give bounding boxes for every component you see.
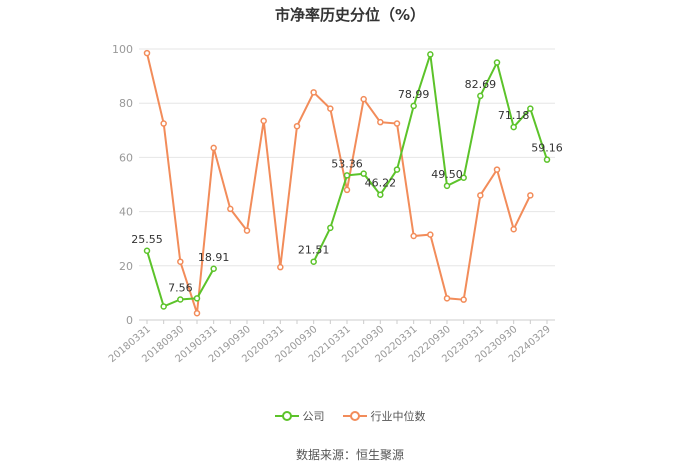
data-point-company bbox=[210, 265, 217, 273]
data-point-company bbox=[477, 92, 484, 100]
data-point-company bbox=[460, 174, 467, 181]
data-point-industry bbox=[443, 295, 451, 302]
data-point-industry bbox=[460, 296, 467, 303]
data-point-industry bbox=[277, 263, 284, 271]
data-point-company bbox=[193, 295, 201, 302]
y-tick-label: 80 bbox=[119, 97, 133, 110]
data-point-company bbox=[343, 172, 351, 179]
data-point-company bbox=[177, 296, 184, 303]
data-point-company bbox=[527, 105, 534, 112]
legend-item-company[interactable]: 公司 bbox=[274, 408, 325, 424]
legend-item-industry[interactable]: 行业中位数 bbox=[342, 408, 426, 424]
data-point-industry bbox=[527, 192, 534, 199]
data-label: 71.18 bbox=[498, 109, 530, 122]
data-label: 59.16 bbox=[531, 142, 563, 155]
data-label: 78.99 bbox=[398, 88, 430, 101]
data-point-industry bbox=[377, 118, 384, 126]
data-point-industry bbox=[427, 231, 434, 238]
data-point-company bbox=[143, 247, 151, 255]
data-point-company bbox=[493, 59, 501, 66]
data-point-industry bbox=[360, 95, 367, 103]
series-line-industry bbox=[146, 52, 532, 314]
legend-industry-marker bbox=[342, 411, 367, 421]
y-tick-label: 60 bbox=[119, 151, 133, 164]
chart-title: 市净率历史分位（%） bbox=[274, 6, 426, 24]
data-point-company bbox=[427, 51, 434, 58]
data-label: 7.56 bbox=[168, 282, 193, 295]
data-label: 25.55 bbox=[131, 233, 163, 246]
data-point-industry bbox=[343, 186, 351, 194]
data-label: 53.36 bbox=[331, 157, 363, 170]
data-point-industry bbox=[143, 49, 151, 57]
data-point-company bbox=[310, 258, 317, 265]
data-point-industry bbox=[477, 192, 484, 199]
legend-company-label: 公司 bbox=[302, 410, 325, 423]
y-tick-label: 20 bbox=[119, 260, 133, 273]
data-point-industry bbox=[193, 309, 201, 317]
data-label: 49.50 bbox=[431, 168, 463, 181]
data-point-industry bbox=[510, 225, 517, 233]
data-source: 数据来源：恒生聚源 bbox=[295, 448, 404, 462]
legend-company-marker bbox=[274, 411, 299, 421]
data-label: 82.69 bbox=[465, 78, 497, 91]
data-point-industry bbox=[327, 105, 334, 112]
legend: 公司 行业中位数 bbox=[0, 408, 700, 424]
data-point-company bbox=[410, 102, 417, 110]
data-point-industry bbox=[260, 117, 267, 125]
y-tick-label: 0 bbox=[126, 314, 133, 327]
data-point-company bbox=[510, 123, 517, 131]
data-point-company bbox=[443, 182, 451, 190]
y-tick-label: 100 bbox=[112, 43, 133, 56]
legend-industry-label: 行业中位数 bbox=[370, 410, 426, 423]
line-chart: 0204060801002018033120180930201903312019… bbox=[107, 43, 563, 365]
data-point-company bbox=[543, 156, 551, 163]
data-label: 21.51 bbox=[298, 244, 330, 257]
data-point-industry bbox=[160, 120, 167, 127]
data-label: 46.22 bbox=[365, 177, 397, 190]
data-label: 18.91 bbox=[198, 251, 230, 264]
data-point-industry bbox=[293, 122, 301, 130]
data-point-company bbox=[393, 166, 401, 173]
data-point-industry bbox=[177, 258, 184, 265]
data-point-industry bbox=[393, 120, 401, 127]
data-point-industry bbox=[410, 232, 417, 240]
data-point-industry bbox=[310, 89, 317, 96]
data-point-industry bbox=[227, 205, 234, 213]
data-point-company bbox=[360, 170, 367, 177]
data-point-company bbox=[377, 191, 384, 198]
data-point-industry bbox=[243, 227, 251, 234]
data-point-industry bbox=[210, 144, 217, 152]
data-point-company bbox=[327, 224, 334, 232]
data-point-industry bbox=[493, 166, 501, 173]
data-point-company bbox=[160, 303, 167, 310]
y-tick-label: 40 bbox=[119, 206, 133, 219]
